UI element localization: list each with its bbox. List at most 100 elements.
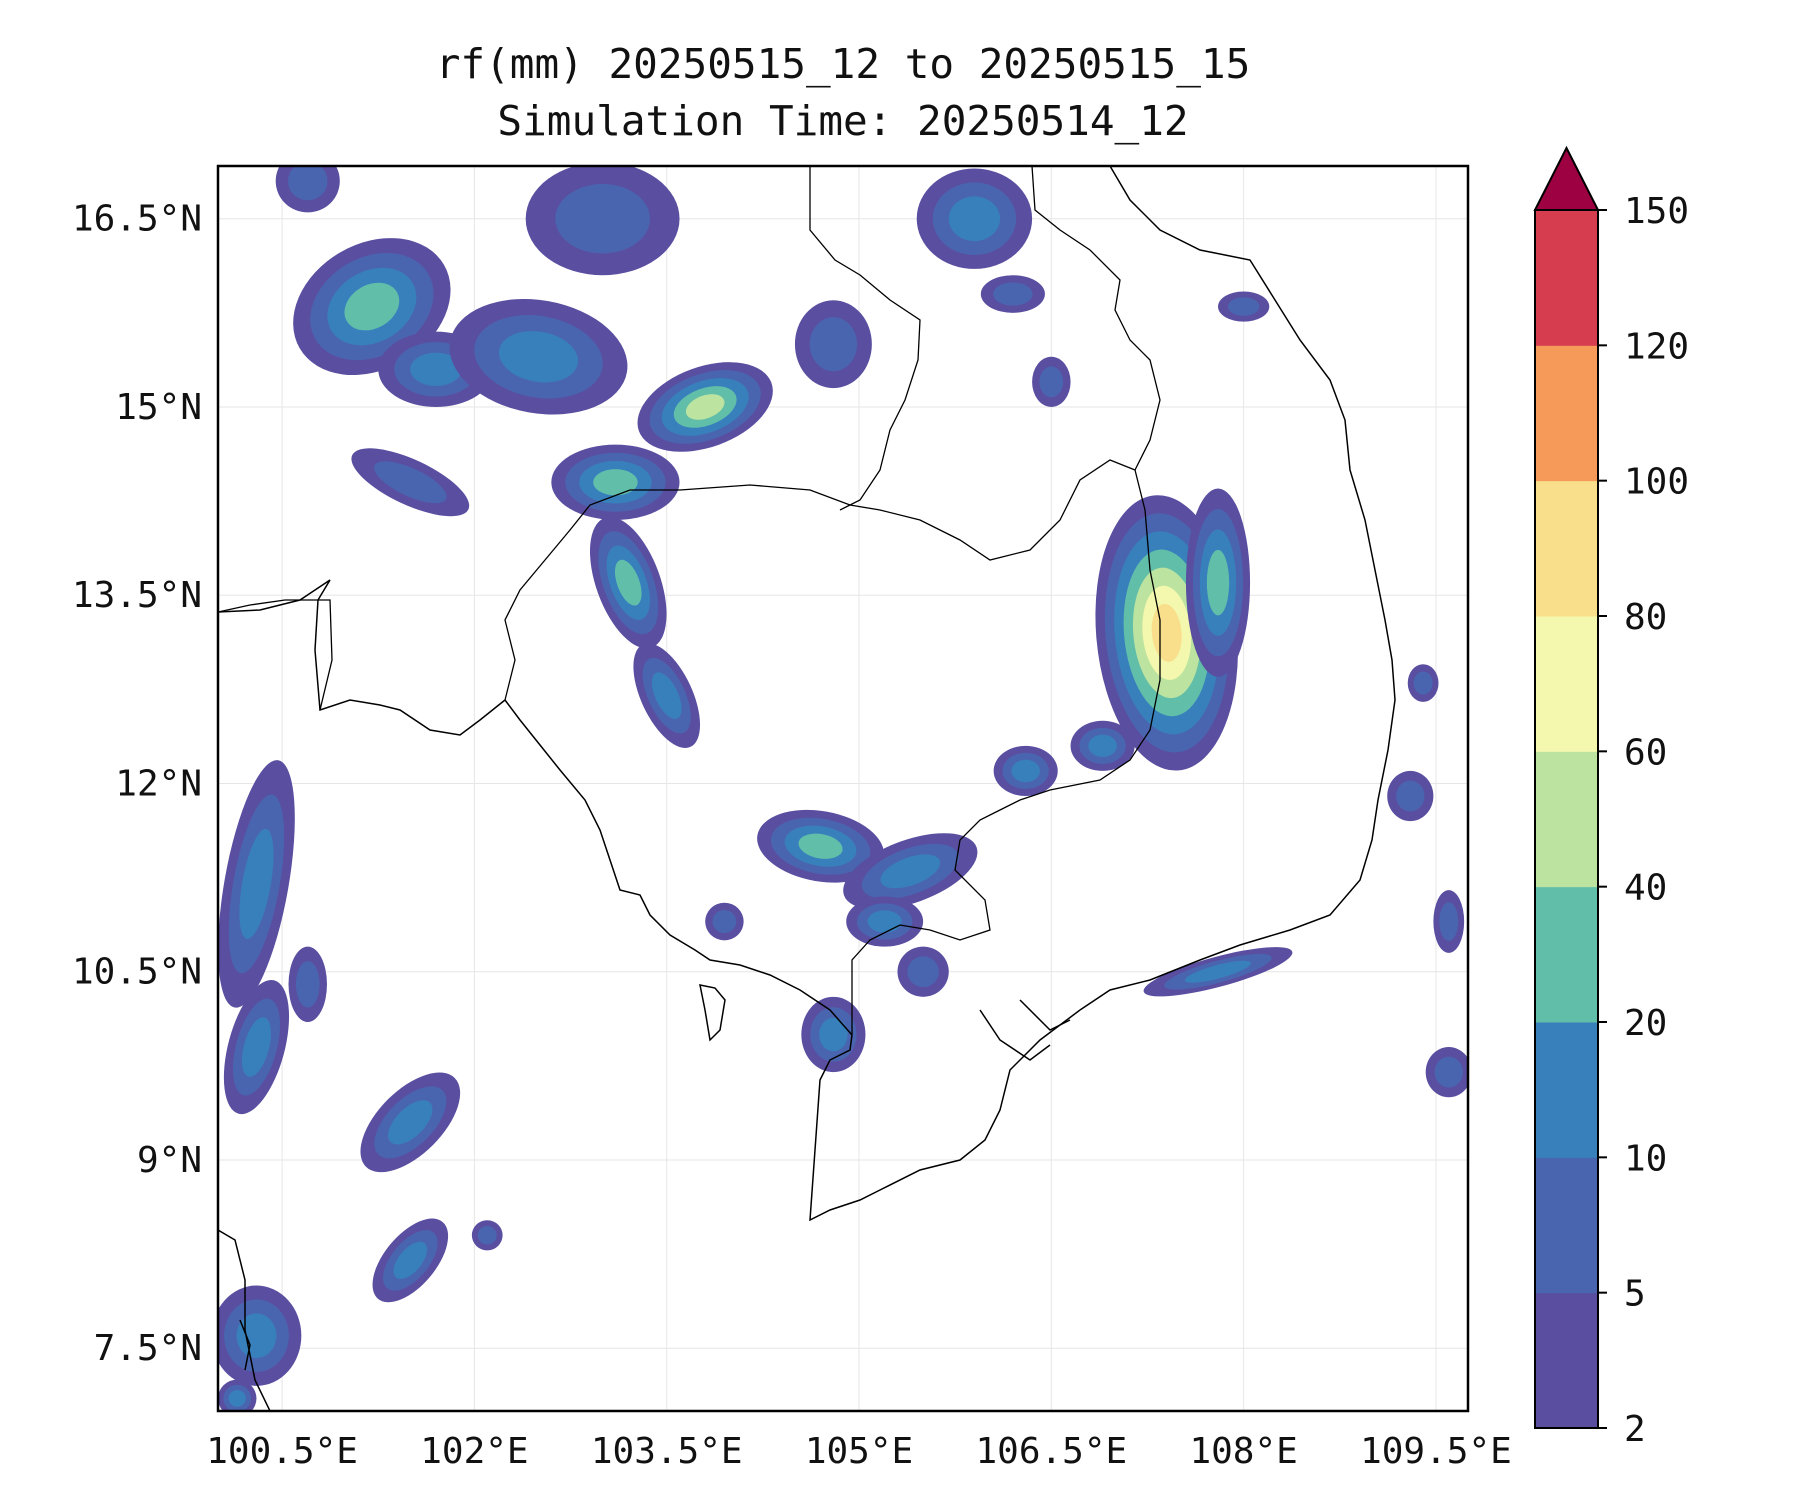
- map-subtitle: Simulation Time: 20250514_12: [497, 97, 1189, 145]
- rain-contour-band: [555, 183, 650, 254]
- rain-cell: [1070, 720, 1135, 771]
- rainfall-contours: [218, 166, 1468, 1411]
- colorbar-tick-label: 150: [1624, 191, 1689, 232]
- rain-contour-band: [809, 317, 858, 372]
- colorbar-extend-arrow: [1533, 145, 1600, 211]
- colorbar-tick-label: 5: [1624, 1274, 1646, 1315]
- rain-cell: [801, 996, 866, 1073]
- rain-contour-band: [374, 461, 447, 504]
- lat-tick-label: 16.5°N: [72, 199, 202, 240]
- rain-contour-band: [1434, 1056, 1463, 1088]
- lon-tick-label: 108°E: [1189, 1431, 1297, 1472]
- rain-cell: [993, 745, 1058, 797]
- lat-tick-label: 13.5°N: [72, 575, 202, 616]
- colorbar-tick-label: 20: [1624, 1003, 1667, 1044]
- colorbar-tick-label: 120: [1624, 326, 1689, 367]
- rain-cell: [916, 168, 1033, 269]
- rain-cell: [637, 362, 773, 452]
- colorbar: 2 5 10 20 40 60 80 100 120 150: [1533, 145, 1689, 1450]
- delta-islands: [979, 999, 1071, 1061]
- rain-cell: [1218, 291, 1270, 322]
- colorbar-tick-label: 2: [1624, 1409, 1646, 1450]
- colorbar-frame: [1534, 209, 1599, 1429]
- rain-contour-band: [798, 833, 843, 859]
- rain-contour-band: [1439, 902, 1459, 941]
- rain-contour-band: [993, 282, 1033, 306]
- gulf-coastline: [504, 699, 853, 1036]
- rain-contour-band: [393, 1241, 428, 1279]
- colorbar-band: [1535, 1292, 1598, 1429]
- rain-cell: [897, 946, 949, 997]
- rain-cell: [705, 902, 744, 941]
- rain-cell: [449, 299, 628, 415]
- colorbar-band: [1535, 480, 1598, 617]
- rain-cell: [218, 1285, 302, 1386]
- rain-cell: [980, 275, 1045, 313]
- map-title: rf(mm) 20250515_12 to 20250515_15: [435, 40, 1251, 88]
- rain-contour-band: [1413, 671, 1433, 695]
- rain-contour-band: [477, 1226, 497, 1245]
- rain-contour-band: [614, 559, 642, 606]
- lon-tick-label: 102°E: [420, 1431, 528, 1472]
- peninsula-coast: [218, 1229, 271, 1411]
- rain-cell: [288, 946, 327, 1022]
- rain-cell: [846, 896, 924, 947]
- rain-contour-band: [685, 394, 725, 420]
- rain-contour-band: [880, 854, 941, 889]
- lon-tick-label: 103.5°E: [591, 1431, 743, 1472]
- rain-cell: [633, 643, 701, 748]
- rain-contour-band: [388, 1100, 433, 1145]
- rain-contour-band: [712, 909, 737, 934]
- colorbar-band: [1535, 616, 1598, 752]
- rain-contour-band: [819, 1017, 848, 1052]
- rain-contour-band: [1184, 960, 1252, 983]
- rain-contour-band: [228, 1390, 246, 1407]
- colorbar-tick-label: 80: [1624, 597, 1667, 638]
- rain-contour-band: [948, 196, 1001, 242]
- rain-cell: [1407, 664, 1439, 702]
- laos-vietnam-border: [1031, 166, 1161, 471]
- rain-cell: [275, 166, 340, 213]
- colorbar-band: [1535, 1022, 1598, 1158]
- colorbar-band: [1535, 210, 1598, 346]
- thailand-coast: [218, 579, 506, 736]
- axis-ticks: 100.5°E 102°E 103.5°E 105°E 106.5°E 108°E 109.…: [72, 199, 1512, 1472]
- rain-contour-band: [241, 1017, 271, 1077]
- rain-cell: [1185, 488, 1251, 677]
- rain-cell: [757, 809, 884, 883]
- colorbar-band: [1535, 345, 1598, 482]
- rain-contour-band: [1039, 366, 1064, 398]
- coastlines-borders: [218, 166, 1396, 1411]
- rain-cell: [589, 516, 667, 649]
- lat-tick-label: 7.5°N: [94, 1328, 202, 1369]
- lat-tick-label: 12°N: [115, 763, 202, 804]
- lat-tick-label: 10.5°N: [72, 952, 202, 993]
- colorbar-band: [1535, 886, 1598, 1023]
- lon-tick-label: 106.5°E: [975, 1431, 1127, 1472]
- rain-contour-band: [1206, 549, 1230, 616]
- rain-cell: [525, 166, 680, 276]
- lon-tick-label: 105°E: [805, 1431, 913, 1472]
- rain-contour-band: [1088, 734, 1117, 757]
- lat-tick-label: 9°N: [137, 1140, 202, 1181]
- rain-contour-band: [239, 828, 274, 939]
- cambodia-border: [504, 459, 1161, 1035]
- rain-cell: [1387, 770, 1434, 822]
- rain-contour-band: [498, 331, 579, 383]
- rain-cell: [218, 760, 295, 1008]
- rain-cell: [1433, 890, 1465, 953]
- laos-thailand-border: [809, 166, 921, 511]
- colorbar-band: [1535, 1157, 1598, 1294]
- rain-cell: [1143, 947, 1293, 997]
- thailand-west-border: [218, 599, 333, 711]
- phu-quoc-island: [699, 984, 726, 1042]
- rain-contour-band: [410, 352, 462, 387]
- colorbar-tick-label: 40: [1624, 868, 1667, 909]
- delta-coastline: [809, 1009, 1081, 1222]
- lat-tick-label: 15°N: [115, 387, 202, 428]
- rain-contour-band: [1227, 297, 1260, 316]
- rain-cell: [794, 300, 872, 389]
- rain-contour-band: [295, 961, 320, 1008]
- rain-contour-band: [1396, 780, 1425, 812]
